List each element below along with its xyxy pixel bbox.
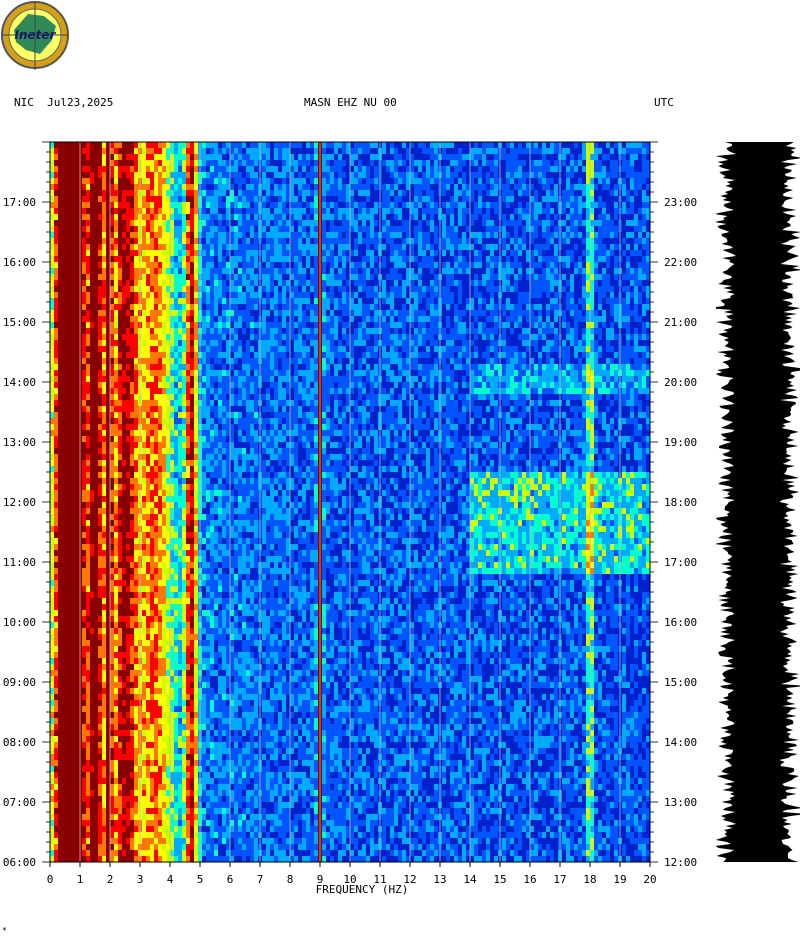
left-time-label: 10:00 xyxy=(3,616,36,629)
left-time-label: 14:00 xyxy=(3,376,36,389)
right-time-label: 15:00 xyxy=(664,676,697,689)
left-time-label: 13:00 xyxy=(3,436,36,449)
x-tick-label: 14 xyxy=(463,873,477,886)
x-axis-label: FREQUENCY (HZ) xyxy=(316,883,409,896)
left-time-label: 17:00 xyxy=(3,196,36,209)
left-time-label: 08:00 xyxy=(3,736,36,749)
x-tick-label: 15 xyxy=(493,873,506,886)
x-tick-label: 8 xyxy=(287,873,294,886)
x-tick-label: 17 xyxy=(553,873,566,886)
x-tick-label: 5 xyxy=(197,873,204,886)
left-time-label: 15:00 xyxy=(3,316,36,329)
left-time-label: 16:00 xyxy=(3,256,36,269)
amplitude-trace xyxy=(716,142,800,864)
right-time-label: 17:00 xyxy=(664,556,697,569)
right-time-label: 18:00 xyxy=(664,496,697,509)
right-time-label: 16:00 xyxy=(664,616,697,629)
x-tick-label: 2 xyxy=(107,873,114,886)
x-tick-label: 7 xyxy=(257,873,264,886)
footer-mark: * xyxy=(2,926,7,935)
right-time-label: 20:00 xyxy=(664,376,697,389)
right-time-label: 22:00 xyxy=(664,256,697,269)
right-time-label: 21:00 xyxy=(664,316,697,329)
left-time-label: 12:00 xyxy=(3,496,36,509)
x-tick-label: 1 xyxy=(77,873,84,886)
x-tick-label: 18 xyxy=(583,873,596,886)
right-time-label: 12:00 xyxy=(664,856,697,869)
x-tick-label: 4 xyxy=(167,873,174,886)
x-tick-label: 6 xyxy=(227,873,234,886)
right-time-label: 14:00 xyxy=(664,736,697,749)
x-tick-label: 0 xyxy=(47,873,54,886)
x-tick-label: 20 xyxy=(643,873,656,886)
left-time-label: 09:00 xyxy=(3,676,36,689)
left-time-label: 11:00 xyxy=(3,556,36,569)
x-tick-label: 16 xyxy=(523,873,536,886)
right-time-label: 13:00 xyxy=(664,796,697,809)
trace-waveform xyxy=(716,142,800,862)
x-tick-label: 13 xyxy=(433,873,446,886)
x-tick-label: 3 xyxy=(137,873,144,886)
right-time-label: 19:00 xyxy=(664,436,697,449)
left-time-label: 07:00 xyxy=(3,796,36,809)
right-time-label: 23:00 xyxy=(664,196,697,209)
x-tick-label: 19 xyxy=(613,873,626,886)
left-time-label: 06:00 xyxy=(3,856,36,869)
